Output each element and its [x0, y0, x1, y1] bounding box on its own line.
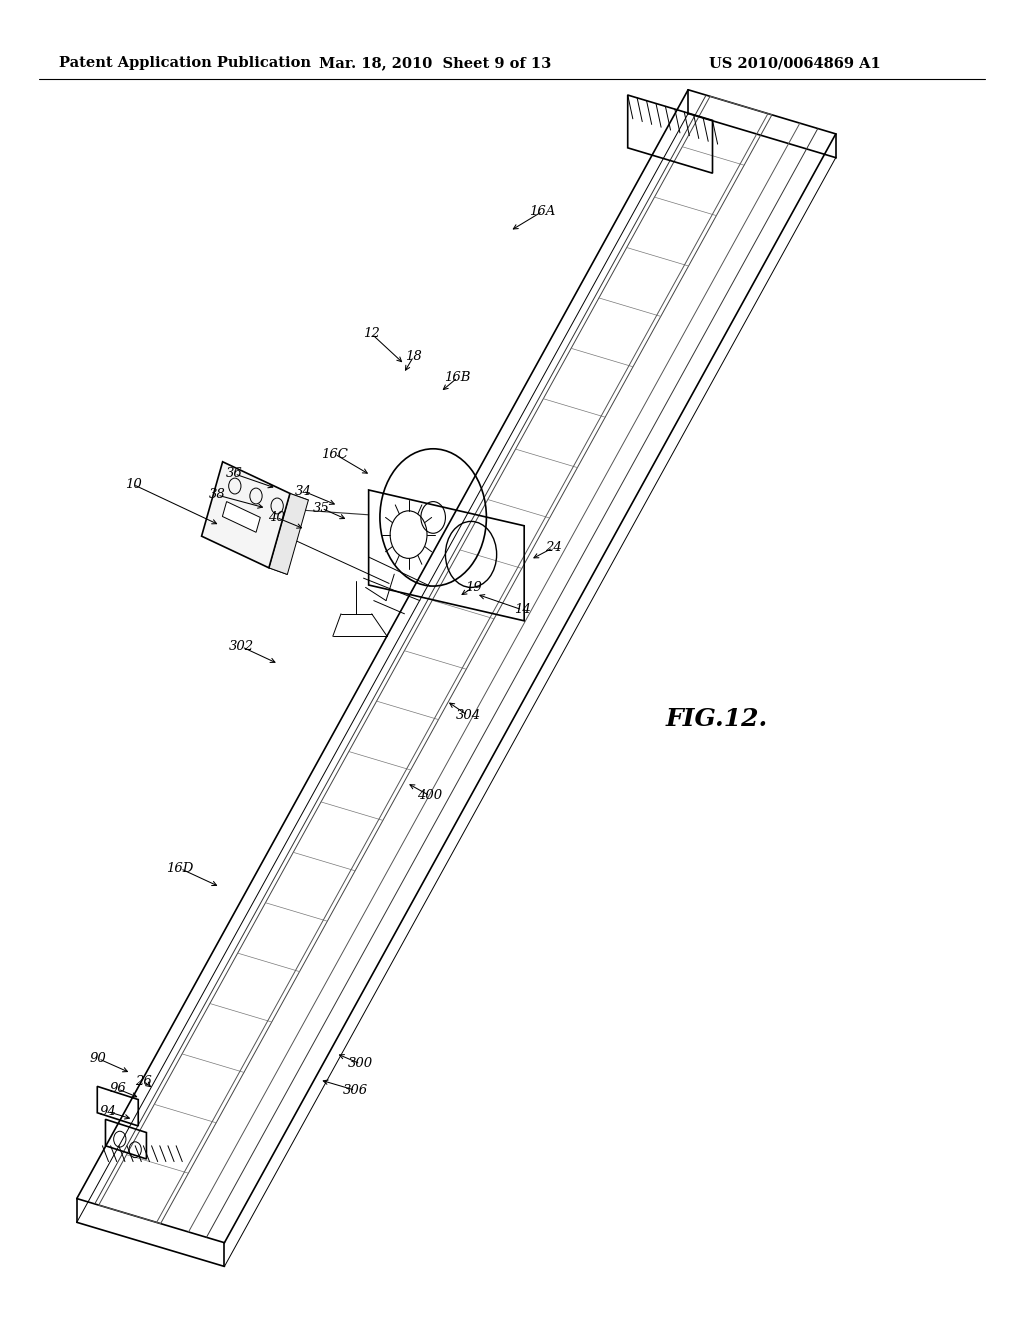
Text: 36: 36: [226, 467, 243, 480]
Text: 34: 34: [295, 484, 311, 498]
Text: 14: 14: [514, 603, 530, 616]
Text: 12: 12: [364, 327, 380, 341]
Text: 26: 26: [135, 1074, 152, 1088]
Text: 94: 94: [99, 1105, 116, 1118]
Text: 16A: 16A: [529, 205, 556, 218]
Text: 38: 38: [209, 488, 225, 502]
Text: 24: 24: [545, 541, 561, 554]
Text: 16D: 16D: [167, 862, 194, 875]
Text: Mar. 18, 2010  Sheet 9 of 13: Mar. 18, 2010 Sheet 9 of 13: [319, 57, 551, 70]
Text: 40: 40: [268, 511, 285, 524]
Polygon shape: [222, 502, 260, 532]
Polygon shape: [202, 462, 290, 568]
Polygon shape: [269, 494, 308, 574]
Text: 96: 96: [110, 1082, 126, 1096]
Text: 35: 35: [313, 502, 330, 515]
Text: 300: 300: [348, 1057, 373, 1071]
Text: 16B: 16B: [444, 371, 471, 384]
Text: 306: 306: [343, 1084, 368, 1097]
Text: 304: 304: [456, 709, 480, 722]
Text: FIG.12.: FIG.12.: [666, 708, 768, 731]
Text: 90: 90: [90, 1052, 106, 1065]
Text: 10: 10: [125, 478, 141, 491]
Text: 19: 19: [465, 581, 481, 594]
Text: 18: 18: [406, 350, 422, 363]
Text: 400: 400: [418, 789, 442, 803]
Text: Patent Application Publication: Patent Application Publication: [59, 57, 311, 70]
Text: 16C: 16C: [322, 447, 348, 461]
Text: US 2010/0064869 A1: US 2010/0064869 A1: [709, 57, 881, 70]
Text: 302: 302: [229, 640, 254, 653]
